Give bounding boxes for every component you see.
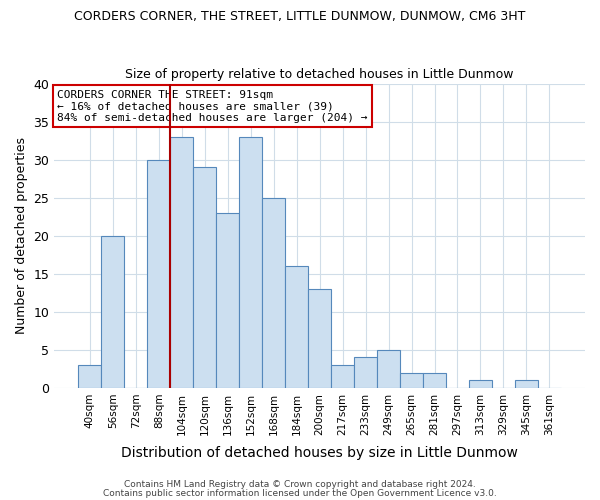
Bar [400,372,423,388]
Text: CORDERS CORNER THE STREET: 91sqm
← 16% of detached houses are smaller (39)
84% o: CORDERS CORNER THE STREET: 91sqm ← 16% o… [57,90,367,123]
Bar [148,160,170,388]
Bar [308,289,331,388]
Bar [216,213,239,388]
Bar [262,198,285,388]
Text: CORDERS CORNER, THE STREET, LITTLE DUNMOW, DUNMOW, CM6 3HT: CORDERS CORNER, THE STREET, LITTLE DUNMO… [74,10,526,23]
Title: Size of property relative to detached houses in Little Dunmow: Size of property relative to detached ho… [125,68,514,81]
Bar [331,365,354,388]
Bar [515,380,538,388]
Bar [239,137,262,388]
Text: Contains HM Land Registry data © Crown copyright and database right 2024.: Contains HM Land Registry data © Crown c… [124,480,476,489]
Bar [354,358,377,388]
Bar [79,365,101,388]
Bar [285,266,308,388]
Bar [193,168,216,388]
Text: Contains public sector information licensed under the Open Government Licence v3: Contains public sector information licen… [103,489,497,498]
Bar [101,236,124,388]
X-axis label: Distribution of detached houses by size in Little Dunmow: Distribution of detached houses by size … [121,446,518,460]
Y-axis label: Number of detached properties: Number of detached properties [15,137,28,334]
Bar [170,137,193,388]
Bar [377,350,400,388]
Bar [423,372,446,388]
Bar [469,380,492,388]
